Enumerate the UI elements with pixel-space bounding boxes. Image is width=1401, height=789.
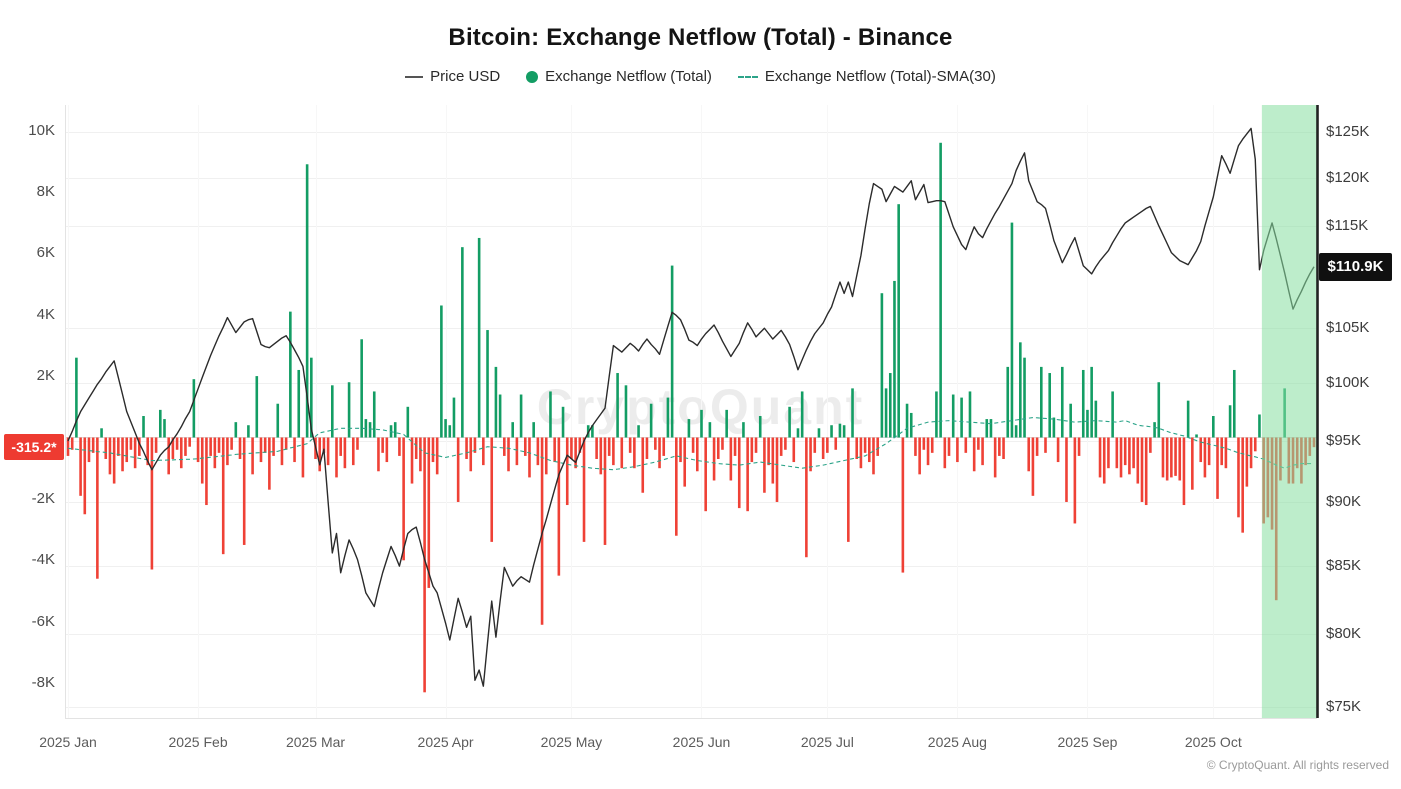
- x-axis-month-label: 2025 Feb: [168, 734, 228, 750]
- netflow-axis-tick: 2K: [36, 367, 55, 385]
- x-axis-month-label: 2025 Apr: [417, 734, 474, 750]
- netflow-axis-tick: -2K: [31, 489, 55, 507]
- netflow-axis-tick: 10K: [28, 121, 55, 139]
- price-axis-tick: $105K: [1326, 319, 1370, 337]
- x-axis-month-label: 2025 Jan: [39, 734, 97, 750]
- price-axis-tick: $95K: [1326, 431, 1362, 449]
- x-axis-month-label: 2025 Mar: [285, 734, 346, 750]
- x-axis-month-label: 2025 Jun: [672, 734, 731, 750]
- netflow-axis-tick: 4K: [36, 305, 55, 323]
- latest-netflow-badge: -315.2*: [4, 434, 64, 461]
- x-axis-month-label: 2025 Jul: [800, 734, 854, 750]
- x-axis-month-label: 2025 Aug: [927, 734, 987, 750]
- latest-price-badge: $110.9K: [1319, 252, 1392, 281]
- price-axis-tick: $80K: [1326, 625, 1362, 643]
- price-axis-tick: $100K: [1326, 374, 1370, 392]
- x-axis-month-label: 2025 Sep: [1057, 734, 1118, 750]
- price-axis-tick: $115K: [1326, 216, 1369, 234]
- x-axis-month-label: 2025 Oct: [1184, 734, 1242, 750]
- netflow-axis-tick: -8K: [31, 674, 55, 692]
- netflow-axis-tick: -4K: [31, 551, 55, 569]
- x-axis-month-label: 2025 May: [540, 734, 603, 750]
- netflow-axis-tick: 6K: [36, 244, 55, 262]
- netflow-axis-tick: 8K: [36, 182, 55, 200]
- price-axis-tick: $85K: [1326, 557, 1362, 575]
- price-axis-tick: $125K: [1326, 123, 1370, 140]
- price-axis-tick: $75K: [1326, 697, 1362, 715]
- price-axis-tick: $90K: [1326, 492, 1362, 510]
- copyright-footer: © CryptoQuant. All rights reserved: [1206, 758, 1389, 772]
- price-axis-tick: $120K: [1326, 168, 1370, 186]
- netflow-axis-tick: -6K: [31, 612, 55, 630]
